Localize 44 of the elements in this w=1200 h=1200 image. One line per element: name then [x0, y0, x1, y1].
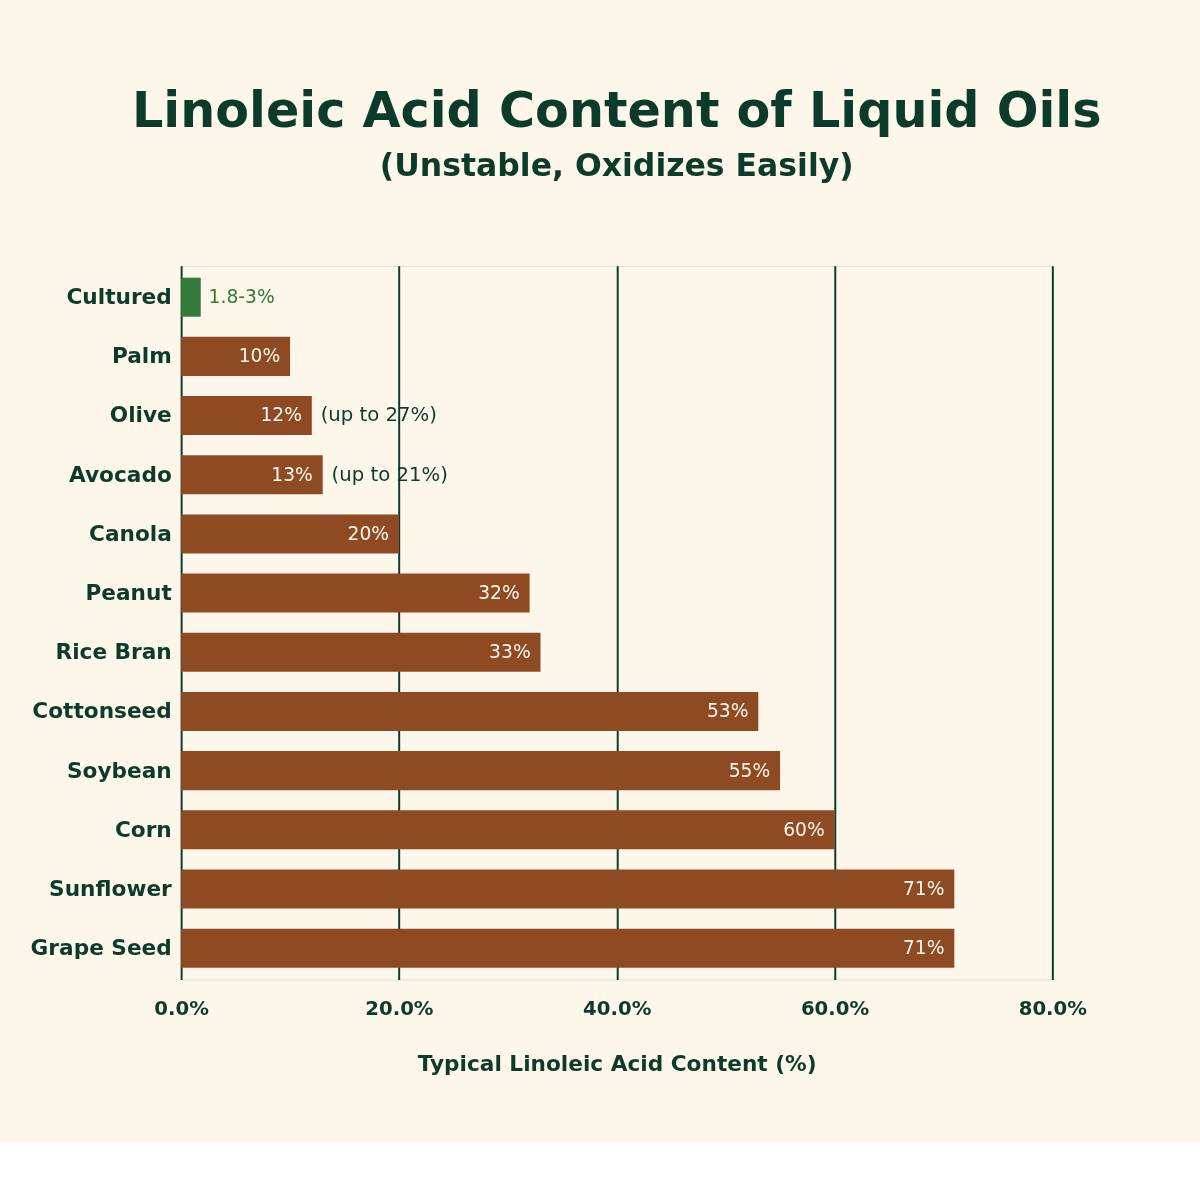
- data-label: 32%: [478, 582, 520, 603]
- bar: [181, 869, 955, 909]
- bar: [181, 396, 312, 436]
- x-tick-label: 40.0%: [583, 997, 652, 1021]
- y-tick-label: Corn: [114, 816, 172, 842]
- y-tick-label: Cultured: [66, 284, 172, 310]
- data-label: 71%: [902, 937, 945, 959]
- data-label: 33%: [489, 641, 531, 663]
- x-tick-label: 20.0%: [365, 997, 434, 1021]
- bar: [181, 751, 781, 791]
- data-label: 1.8-3%: [208, 286, 275, 308]
- bar: [181, 514, 399, 554]
- chart-subtitle: (Unstable, Oxidizes Easily): [379, 147, 854, 184]
- x-tick-label: 60.0%: [800, 997, 870, 1021]
- y-tick-label: Soybean: [67, 757, 172, 783]
- bar: [181, 573, 530, 613]
- chart-title: Linoleic Acid Content of Liquid Oils: [131, 81, 1102, 140]
- y-tick-label: Rice Bran: [55, 639, 172, 665]
- bar: [181, 336, 291, 376]
- data-label: 10%: [238, 345, 281, 367]
- data-label: 13%: [271, 463, 313, 485]
- y-tick-label: Cottonseed: [32, 698, 172, 724]
- bar: [181, 810, 835, 850]
- y-tick-label: Avocado: [69, 461, 172, 487]
- bar: [181, 277, 201, 317]
- bar: [181, 455, 323, 495]
- y-tick-label: Peanut: [85, 579, 172, 605]
- y-tick-label: Palm: [111, 343, 172, 369]
- y-tick-label: Canola: [89, 520, 172, 546]
- x-tick-label: 80.0%: [1018, 997, 1088, 1021]
- bar: [181, 691, 759, 731]
- data-label: 20%: [347, 522, 390, 544]
- y-tick-label: Sunflower: [49, 875, 173, 901]
- data-label: 12%: [260, 404, 302, 426]
- y-tick-label: Olive: [109, 402, 172, 428]
- bar: [181, 632, 541, 672]
- data-label: 53%: [706, 700, 749, 722]
- x-axis-title: Typical Linoleic Acid Content (%): [417, 1050, 817, 1076]
- y-tick-label: Grape Seed: [30, 935, 172, 961]
- data-label: 60%: [783, 818, 825, 840]
- bar: [181, 928, 955, 968]
- data-label: 71%: [902, 877, 945, 899]
- x-tick-label: 0.0%: [154, 997, 210, 1021]
- data-label: 55%: [728, 759, 771, 781]
